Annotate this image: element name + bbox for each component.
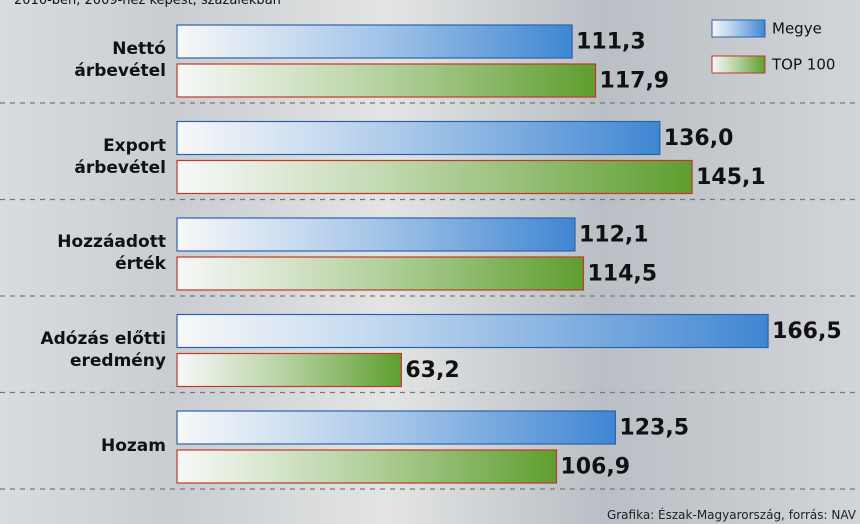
category-label: Hozzáadott érték bbox=[57, 232, 166, 274]
value-label: 145,1 bbox=[696, 165, 766, 190]
category-label: Hozam bbox=[101, 436, 166, 456]
legend-swatch bbox=[711, 55, 766, 74]
value-label: 112,1 bbox=[579, 223, 649, 248]
value-label: 136,0 bbox=[664, 126, 734, 151]
legend-swatch bbox=[711, 19, 766, 38]
bar bbox=[176, 63, 597, 98]
bar bbox=[176, 449, 558, 484]
value-label: 63,2 bbox=[405, 358, 459, 383]
value-label: 114,5 bbox=[587, 262, 657, 287]
value-label: 123,5 bbox=[619, 416, 689, 441]
bar bbox=[176, 410, 617, 445]
bar bbox=[176, 217, 576, 252]
bar bbox=[176, 313, 769, 349]
bar bbox=[176, 120, 661, 156]
value-label: 111,3 bbox=[576, 30, 646, 55]
bar bbox=[176, 352, 402, 388]
legend-label: TOP 100 bbox=[771, 56, 835, 74]
bar bbox=[176, 159, 693, 195]
category-label: Adózás előtti eredmény bbox=[40, 328, 166, 371]
value-label: 106,9 bbox=[560, 455, 630, 480]
category-label: Export árbevétel bbox=[74, 135, 166, 178]
bar bbox=[176, 256, 585, 291]
source: Grafika: Észak-Magyarország, forrás: NAV bbox=[606, 508, 856, 522]
value-label: 166,5 bbox=[772, 319, 842, 344]
legend-label: Megye bbox=[772, 20, 822, 38]
value-label: 117,9 bbox=[600, 69, 670, 94]
bar bbox=[176, 24, 573, 59]
chart-subtitle: 2010-ben, 2009-hez képest, százalékban bbox=[14, 0, 281, 8]
category-label: Nettó árbevétel bbox=[74, 39, 166, 81]
